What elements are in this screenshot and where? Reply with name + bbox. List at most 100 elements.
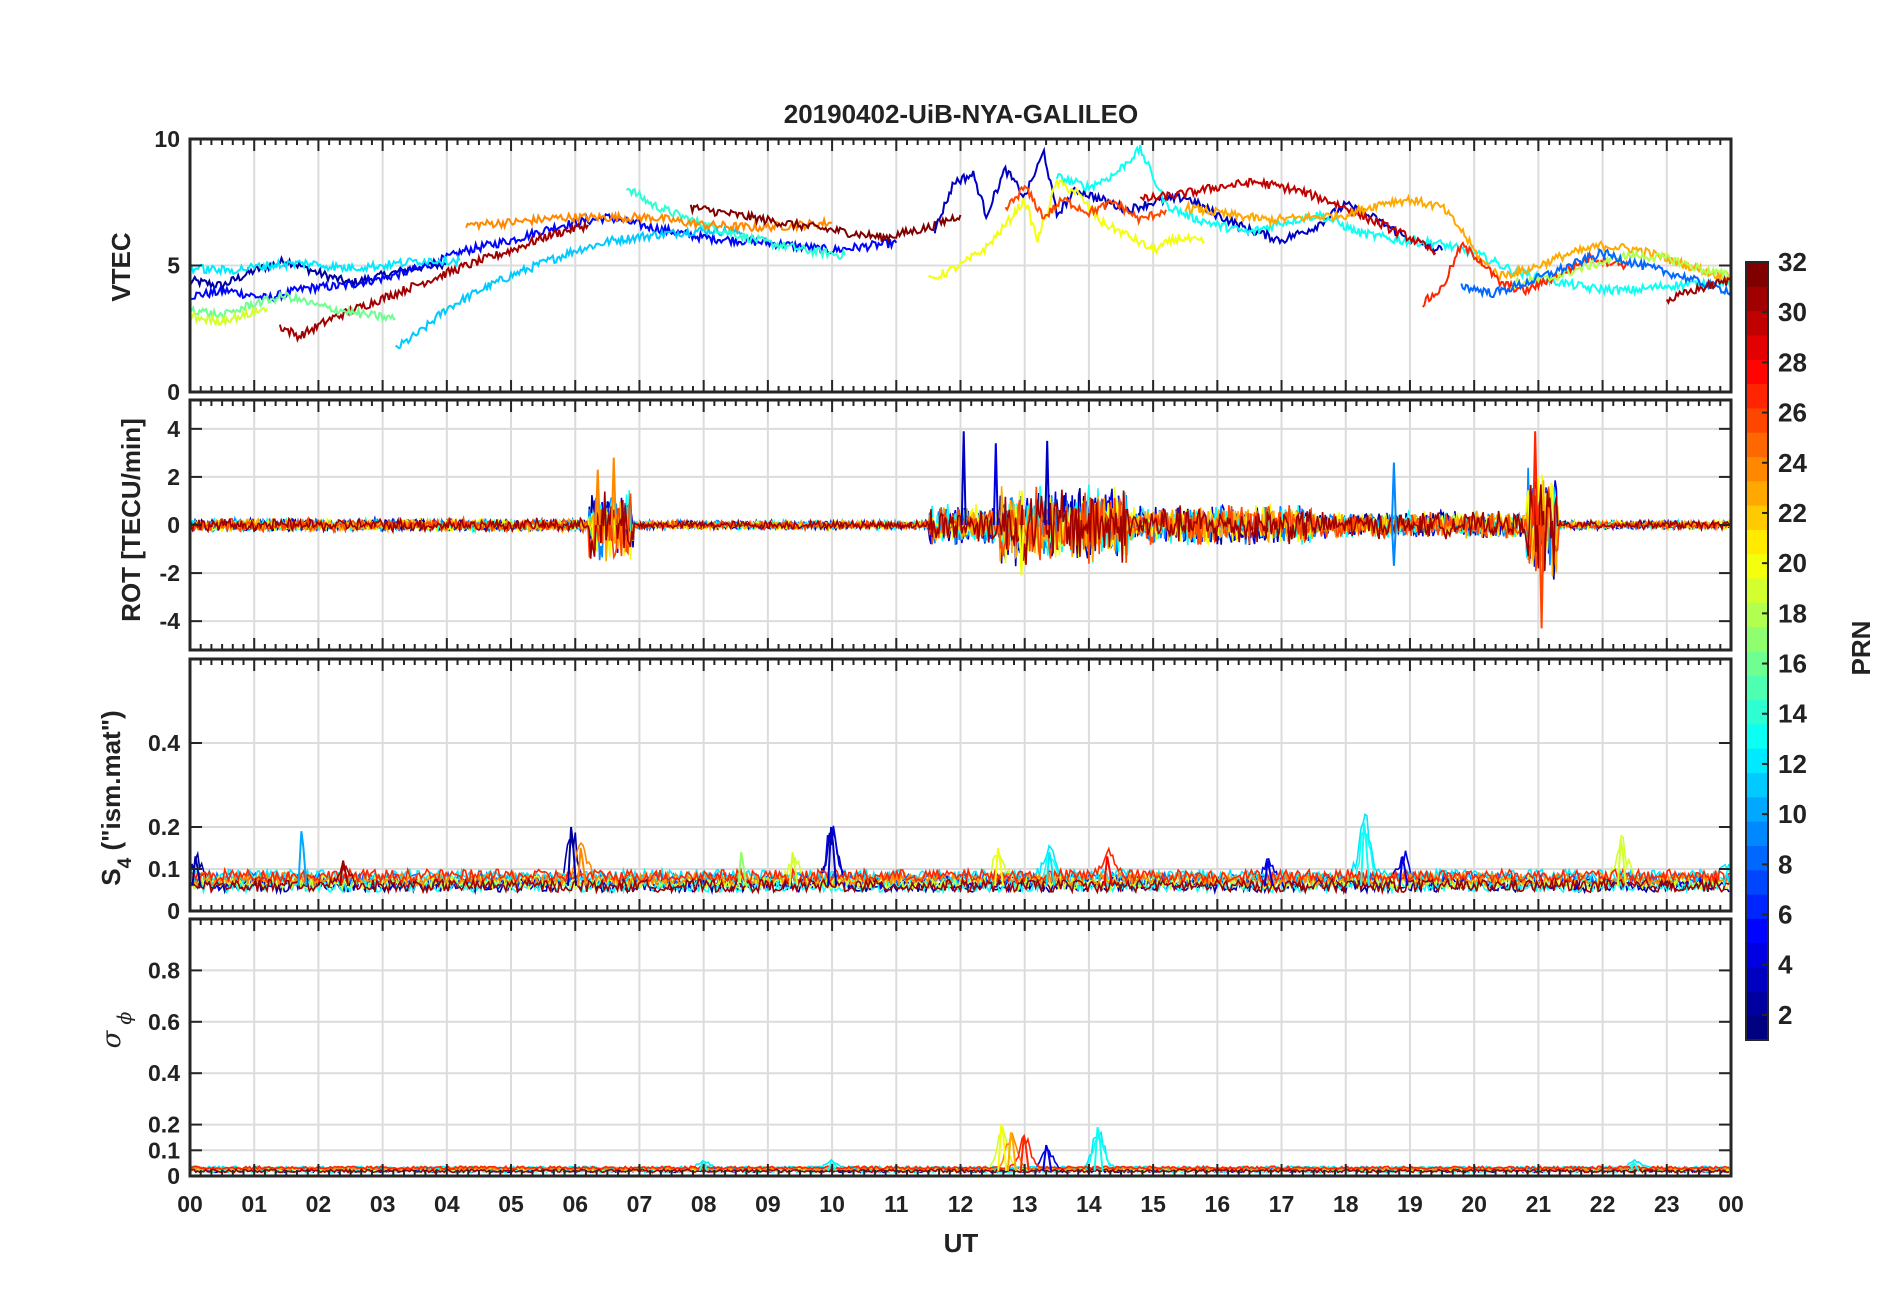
y-tick-label: 0.4 [148, 730, 180, 756]
colorbar-swatch [1746, 869, 1768, 895]
x-tick-label: 00 [1718, 1191, 1744, 1217]
y-tick-label: 2 [167, 464, 180, 490]
colorbar-tick-label: 2 [1778, 1000, 1792, 1030]
colorbar-tick-label: 16 [1778, 649, 1807, 679]
colorbar-frame [1745, 261, 1769, 1041]
colorbar-swatch [1746, 505, 1768, 530]
vtec-trace-prn-26 [1004, 184, 1167, 227]
rot-spike [1532, 431, 1539, 526]
y-tick-label: -2 [160, 560, 180, 586]
vtec-trace-prn-12 [190, 254, 461, 277]
vtec-trace-prn-11 [395, 224, 743, 350]
rot-axis-label: ROT [TECU/min] [116, 418, 146, 622]
vtec-trace-prn-31 [1665, 275, 1731, 305]
x-tick-label: 10 [819, 1191, 845, 1217]
x-tick-label: 04 [434, 1191, 460, 1217]
colorbar-swatch [1746, 942, 1768, 968]
y-tick-label: 0.4 [148, 1060, 180, 1086]
colorbar-swatch [1746, 723, 1768, 749]
colorbar-swatch [1746, 334, 1768, 360]
vtec-trace-prn-27 [1422, 241, 1630, 308]
colorbar-tick-label: 8 [1778, 849, 1792, 879]
rot-spike [1018, 524, 1025, 576]
sigma_phi-burst [1093, 1126, 1104, 1171]
colorbar-tick-label: 4 [1778, 950, 1793, 980]
sigma_phi-burst [1042, 1144, 1053, 1172]
y-tick-label: 10 [154, 126, 180, 152]
sigma-phi-axis-label: σ ϕ [97, 1012, 136, 1049]
colorbar-tick-label: 32 [1778, 247, 1807, 277]
x-tick-label: 07 [627, 1191, 653, 1217]
colorbar-tick-label: 26 [1778, 398, 1807, 428]
rot-trace-prn-26 [190, 486, 1731, 573]
s4-burst [567, 826, 578, 886]
x-tick-label: 00 [177, 1191, 203, 1217]
colorbar-swatch [1746, 359, 1768, 385]
colorbar-swatch [1746, 918, 1768, 944]
x-tick-label: 01 [241, 1191, 267, 1217]
x-tick-label: 14 [1076, 1191, 1102, 1217]
y-tick-label: -4 [160, 608, 181, 634]
x-tick-label: 22 [1590, 1191, 1616, 1217]
vtec-trace-prn-32 [689, 203, 962, 244]
s4-burst [1045, 852, 1056, 886]
y-tick-label: 0 [167, 1163, 180, 1189]
vtec-axis-label: VTEC [106, 232, 136, 302]
x-tick-label: 13 [1012, 1191, 1038, 1217]
colorbar-tick-label: 24 [1778, 448, 1807, 478]
x-tick-label: 02 [306, 1191, 332, 1217]
colorbar-swatch [1746, 310, 1768, 336]
x-tick-label: 19 [1397, 1191, 1423, 1217]
y-tick-label: 0.1 [148, 856, 180, 882]
x-tick-label: 05 [498, 1191, 524, 1217]
x-tick-label: 03 [370, 1191, 396, 1217]
s4-burst [339, 860, 350, 886]
y-tick-label: 0.8 [148, 957, 180, 983]
colorbar-swatch [1746, 407, 1768, 433]
colorbar-swatch [1746, 796, 1768, 822]
colorbar-tick-label: 6 [1778, 900, 1792, 930]
colorbar-tick-label: 10 [1778, 799, 1807, 829]
y-tick-label: 0.2 [148, 814, 180, 840]
x-tick-label: 21 [1526, 1191, 1552, 1217]
y-tick-label: 0.1 [148, 1137, 180, 1163]
x-tick-label: 17 [1269, 1191, 1295, 1217]
s4-burst [737, 852, 748, 886]
colorbar-swatch [1746, 651, 1768, 676]
x-axis-label: UT [944, 1228, 979, 1258]
x-tick-label: 16 [1205, 1191, 1231, 1217]
s4-burst [1103, 856, 1114, 886]
colorbar-tick-label: 28 [1778, 347, 1807, 377]
colorbar-swatch [1746, 626, 1768, 652]
colorbar-swatch [1746, 383, 1768, 409]
s4-burst [827, 826, 838, 886]
sigma_phi-burst [1629, 1161, 1640, 1172]
x-tick-label: 15 [1140, 1191, 1166, 1217]
colorbar-tick-label: 22 [1778, 498, 1807, 528]
rot-spike [992, 443, 999, 526]
panel-rot: -4 -2 0 2 4 [160, 398, 1733, 652]
rot-trace-prn-31 [190, 484, 1731, 571]
panel-vtec: 0 5 10 [154, 126, 1733, 405]
s4-trace-prn-31 [190, 862, 1730, 896]
colorbar-swatch [1746, 1015, 1768, 1041]
sigma_phi-burst [997, 1124, 1008, 1171]
series-group [190, 431, 1731, 629]
panel-s4: 0 0.1 0.2 0.4 [148, 657, 1733, 924]
rot-spike [594, 469, 601, 526]
s4-trace-prn-19 [190, 834, 1730, 892]
s4-burst [191, 856, 202, 886]
colorbar-swatch [1746, 991, 1768, 1017]
y-tick-label: 0 [167, 512, 180, 538]
s4-burst [1398, 856, 1409, 886]
colorbar-swatch [1746, 894, 1768, 919]
vtec-trace-prn-31 [278, 220, 589, 343]
colorbar-swatch [1746, 821, 1768, 846]
vtec-trace-prn-8 [1460, 248, 1731, 299]
colorbar-swatch [1746, 480, 1768, 506]
series-group [190, 144, 1731, 350]
colorbar-swatch [1746, 262, 1768, 287]
colorbar-swatch [1746, 529, 1768, 555]
